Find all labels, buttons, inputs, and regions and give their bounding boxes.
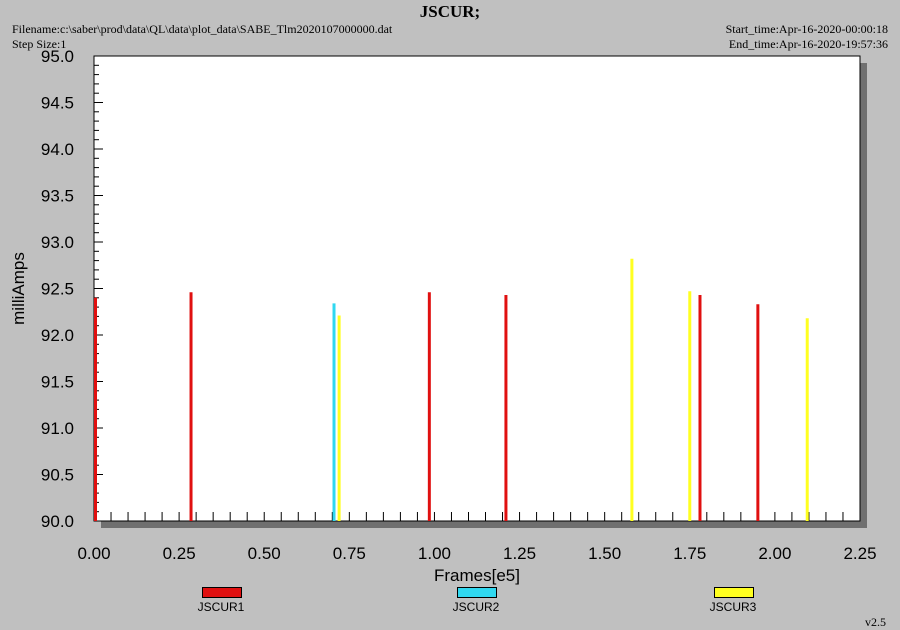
x-tick-label: 0.25 — [163, 544, 196, 563]
legend-swatch — [457, 587, 497, 598]
x-tick-label: 1.75 — [673, 544, 706, 563]
y-axis-label: milliAmps — [9, 252, 28, 325]
legend-swatch — [202, 587, 242, 598]
y-tick-label: 90.0 — [41, 512, 74, 531]
x-tick-label: 0.50 — [248, 544, 281, 563]
legend-label: JSCUR3 — [709, 600, 757, 614]
y-tick-label: 90.5 — [41, 466, 74, 485]
y-tick-label: 95.0 — [41, 47, 74, 66]
y-tick-label: 92.5 — [41, 280, 74, 299]
y-tick-label: 91.5 — [41, 373, 74, 392]
x-tick-label: 1.25 — [503, 544, 536, 563]
plot-area — [93, 55, 861, 522]
legend-label: JSCUR1 — [197, 600, 245, 614]
legend-label: JSCUR2 — [452, 600, 500, 614]
filename-label: Filename:c:\saber\prod\data\QL\data\plot… — [12, 22, 393, 36]
end-time-label: End_time:Apr-16-2020-19:57:36 — [728, 37, 888, 51]
x-tick-label: 1.50 — [588, 544, 621, 563]
x-axis-label: Frames[e5] — [434, 566, 520, 585]
legend-swatch — [714, 587, 754, 598]
y-tick-label: 94.0 — [41, 140, 74, 159]
chart-title: JSCUR; — [419, 2, 481, 21]
y-tick-label: 92.0 — [41, 326, 74, 345]
x-tick-label: 1.00 — [418, 544, 451, 563]
y-tick-label: 91.0 — [41, 419, 74, 438]
x-tick-label: 0.00 — [77, 544, 110, 563]
x-tick-label: 2.00 — [758, 544, 791, 563]
y-tick-label: 93.0 — [41, 233, 74, 252]
x-tick-label: 0.75 — [333, 544, 366, 563]
y-tick-label: 94.5 — [41, 94, 74, 113]
version-label: v2.5 — [865, 615, 886, 629]
start-time-label: Start_time:Apr-16-2020-00:00:18 — [725, 22, 888, 36]
step-size-label: Step Size:1 — [12, 37, 67, 51]
x-tick-label: 2.25 — [843, 544, 876, 563]
y-tick-label: 93.5 — [41, 187, 74, 206]
